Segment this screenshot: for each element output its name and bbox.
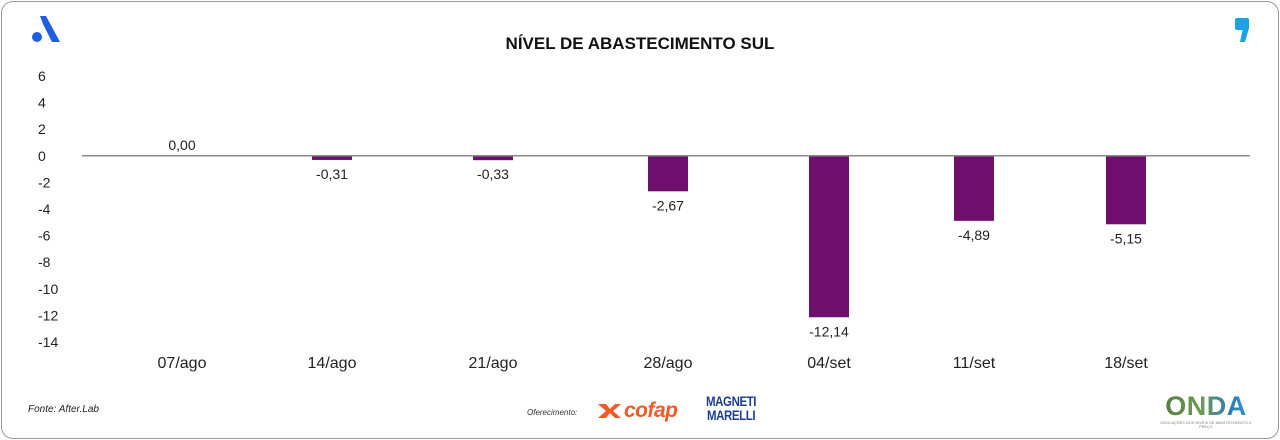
y-tick-label: 6	[38, 68, 46, 84]
y-tick-label: -14	[38, 334, 58, 350]
magneti-marelli-logo: MAGNETI MARELLI	[704, 394, 758, 422]
x-tick-label: 04/set	[807, 355, 851, 372]
onda-tagline: OSCILAÇÕES NOS NÍVEIS DE ABASTECIMENTO E…	[1160, 421, 1252, 429]
bar	[312, 155, 352, 160]
data-label: -2,67	[652, 197, 684, 213]
y-tick-label: -2	[38, 174, 51, 190]
x-tick-label: 18/set	[1104, 355, 1148, 372]
chart-title: NÍVEL DE ABASTECIMENTO SUL	[505, 34, 775, 53]
x-tick-label: 28/ago	[644, 355, 693, 372]
data-label: -12,14	[809, 323, 849, 339]
magneti-wordmark: MAGNETI	[706, 393, 757, 409]
y-tick-label: -12	[38, 307, 58, 323]
y-tick-label: 2	[38, 121, 46, 137]
y-tick-label: -10	[38, 281, 58, 297]
brand-a-icon	[30, 14, 62, 49]
data-label: -0,31	[316, 166, 348, 182]
data-label: -4,89	[958, 227, 990, 243]
x-tick-label: 07/ago	[158, 355, 207, 372]
x-tick-label: 21/ago	[469, 355, 518, 372]
x-tick-label: 14/ago	[308, 355, 357, 372]
cofap-mark-icon	[598, 404, 621, 418]
bar	[473, 155, 513, 161]
y-tick-label: -4	[38, 201, 51, 217]
source-note: Fonte: After.Lab	[28, 404, 99, 415]
y-tick-label: 4	[38, 95, 46, 111]
bar	[954, 155, 994, 221]
y-tick-label: -6	[38, 228, 51, 244]
sponsor-label: Oferecimento:	[527, 408, 578, 417]
data-label: -5,15	[1110, 230, 1142, 246]
y-tick-label: 0	[38, 148, 46, 164]
x-tick-label: 11/set	[953, 355, 996, 372]
cofap-wordmark: cofap	[624, 399, 678, 422]
bar	[648, 155, 688, 192]
onda-logo: ONDA OSCILAÇÕES NOS NÍVEIS DE ABASTECIME…	[1158, 392, 1254, 429]
bar	[1106, 155, 1146, 225]
onda-wordmark: ONDA	[1158, 392, 1254, 420]
bar	[809, 155, 849, 318]
marelli-wordmark: MARELLI	[706, 407, 756, 423]
cofap-logo: cofap	[596, 396, 678, 426]
y-tick-label: -8	[38, 254, 51, 270]
data-label: 0,00	[168, 137, 195, 153]
data-label: -0,33	[477, 166, 509, 182]
quote-mark-icon	[1233, 16, 1253, 49]
